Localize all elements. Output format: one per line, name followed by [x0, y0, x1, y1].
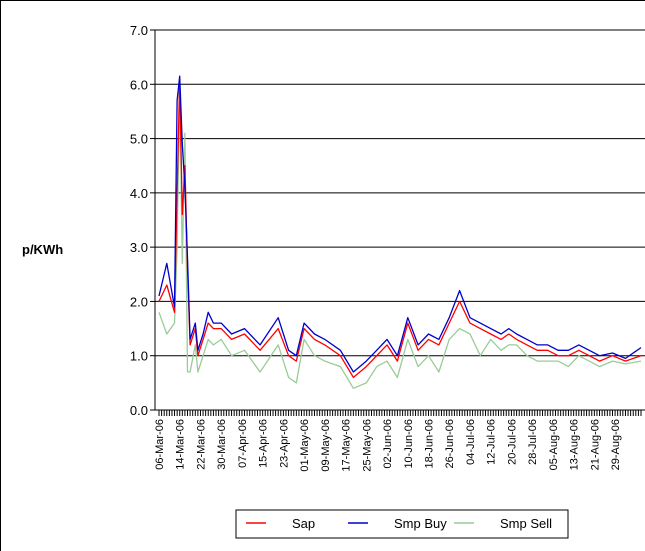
x-tick-label: 09-May-06: [320, 419, 332, 472]
y-tick-label: 4.0: [130, 186, 148, 201]
y-axis-label: p/KWh: [22, 242, 63, 257]
x-tick-label: 15-Apr-06: [258, 419, 270, 468]
legend-label: Smp Sell: [500, 516, 552, 531]
y-tick-label: 1.0: [130, 349, 148, 364]
legend: Sap Smp Buy Smp Sell: [235, 509, 569, 539]
y-tick-label: 6.0: [130, 77, 148, 92]
x-tick-label: 23-Apr-06: [278, 419, 290, 468]
legend-label: Smp Buy: [394, 516, 447, 531]
x-tick-label: 13-Aug-06: [569, 419, 581, 470]
x-tick-label: 21-Aug-06: [589, 419, 601, 470]
x-tick-label: 05-Aug-06: [548, 419, 560, 470]
x-tick-label: 07-Apr-06: [237, 419, 249, 468]
x-tick-label: 17-May-06: [341, 419, 353, 472]
legend-box: [235, 509, 569, 539]
x-tick-label: 12-Jul-06: [486, 419, 498, 465]
x-tick-label: 20-Jul-06: [506, 419, 518, 465]
series-lines: [158, 75, 642, 389]
x-tick-label: 10-Jun-06: [403, 419, 415, 469]
x-tick-label: 30-Mar-06: [216, 419, 228, 470]
legend-label: Sap: [292, 516, 315, 531]
gridlines: [155, 29, 645, 357]
x-tick-label: 22-Mar-06: [195, 419, 207, 470]
series-line-smp-buy: [158, 75, 642, 373]
x-tick-label: 06-Mar-06: [154, 419, 166, 470]
x-tick-label: 26-Jun-06: [444, 419, 456, 469]
y-tick-label: 7.0: [130, 23, 148, 38]
series-line-sap: [158, 78, 642, 379]
x-tick-label: 25-May-06: [361, 419, 373, 472]
x-tick-label: 01-May-06: [299, 419, 311, 472]
x-tick-label: 18-Jun-06: [424, 419, 436, 469]
x-tick-label: 14-Mar-06: [175, 419, 187, 470]
series-line-smp-sell: [158, 83, 642, 389]
x-tick-label: 28-Jul-06: [527, 419, 539, 465]
x-tick-label: 04-Jul-06: [465, 419, 477, 465]
y-tick-label: 2.0: [130, 294, 148, 309]
y-tick-label: 5.0: [130, 132, 148, 147]
y-axis: 0.0 1.0 2.0 3.0 4.0 5.0 6.0 7.0: [130, 23, 156, 418]
y-tick-label: 3.0: [130, 240, 148, 255]
x-tick-label: 02-Jun-06: [382, 419, 394, 469]
x-axis: 06-Mar-06 14-Mar-06 22-Mar-06 30-Mar-06 07-A…: [154, 409, 645, 472]
y-tick-label: 0.0: [130, 403, 148, 418]
x-tick-label: 29-Aug-06: [610, 419, 622, 470]
